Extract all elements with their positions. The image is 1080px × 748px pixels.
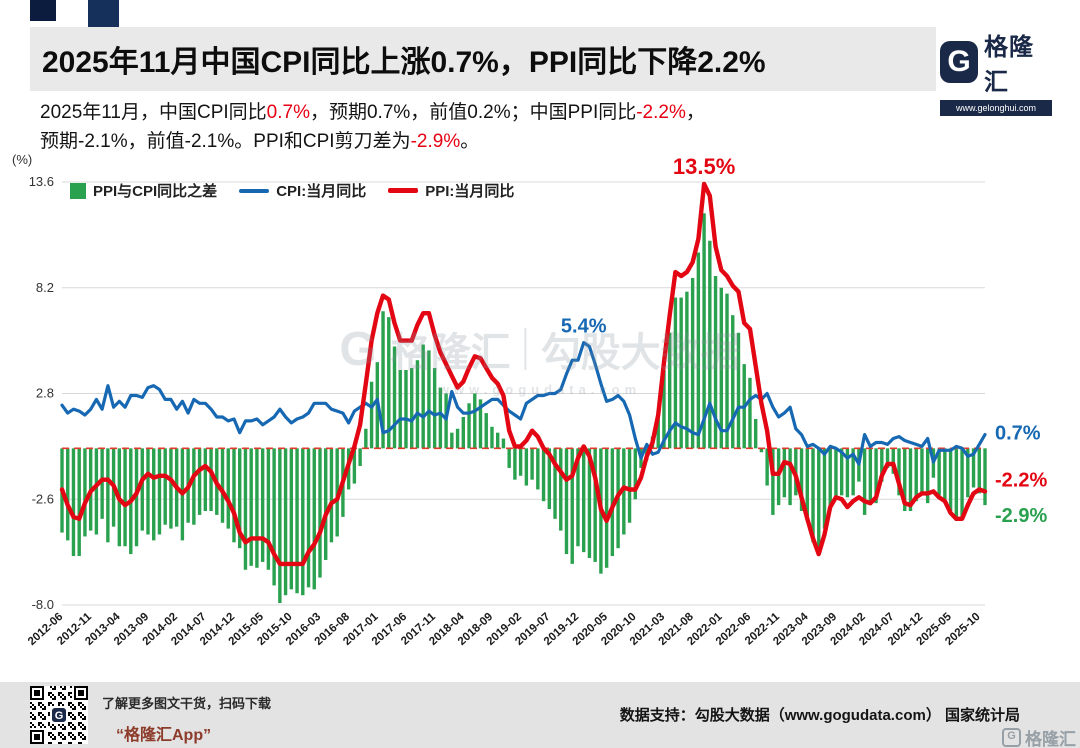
subtitle: 2025年11月，中国CPI同比0.7%，预期0.7%，前值0.2%；中国PPI…: [40, 98, 1020, 157]
qr-code-icon: G: [30, 686, 88, 744]
brand-url: www.gelonghui.com: [940, 100, 1052, 116]
subtitle-text: 。: [460, 131, 480, 153]
qr-code: G: [30, 686, 88, 744]
cpi-line: [60, 341, 987, 466]
title-bar: 2025年11月中国CPI同比上涨0.7%，PPI同比下降2.2%: [30, 27, 936, 91]
legend-swatch: [70, 182, 86, 199]
svg-text:G: G: [55, 710, 64, 722]
brand-logo: G 格隆汇 www.gelonghui.com: [940, 27, 1052, 116]
svg-text:-2.6: -2.6: [32, 491, 54, 506]
subtitle-highlight: -2.2%: [636, 102, 686, 123]
svg-text:(%): (%): [12, 152, 32, 167]
svg-text:-2.9%: -2.9%: [995, 505, 1047, 527]
svg-text:13.6: 13.6: [29, 174, 54, 189]
subtitle-text: ，: [685, 102, 705, 123]
legend-item: PPI与CPI同比之差: [70, 180, 217, 201]
page-title: 2025年11月中国CPI同比上涨0.7%，PPI同比下降2.2%: [42, 46, 766, 79]
x-axis-labels: 2012-062012-112013-042013-092014-022014-…: [26, 610, 983, 648]
brand-name: 格隆汇: [984, 34, 1035, 96]
y-axis-labels: 13.6 8.2 2.8 -2.6 -8.0 (%): [12, 152, 54, 612]
ppi-line: [59, 181, 988, 567]
legend-item: PPI:当月同比: [388, 180, 514, 201]
svg-text:-2.2%: -2.2%: [995, 469, 1047, 491]
footer: G 了解更多图文干货，扫码下载 “格隆汇App” 数据支持：勾股大数据（www.…: [0, 682, 1080, 748]
legend-label: PPI与CPI同比之差: [93, 183, 218, 200]
chart-area: 13.6 8.2 2.8 -2.6 -8.0 (%) 2012-06 2012-11 2013-…: [0, 150, 1080, 684]
legend-item: CPI:当月同比: [239, 180, 366, 201]
legend-swatch: [239, 188, 270, 193]
subtitle-highlight: -2.9%: [410, 131, 461, 153]
subtitle-text: 预期-2.1%，前值-2.1%。PPI和CPI剪刀差为: [40, 131, 411, 153]
legend-label: PPI:当月同比: [425, 183, 515, 200]
legend-swatch: [388, 188, 419, 193]
grid: [62, 181, 985, 606]
corner-decor-block-2: [88, 0, 119, 27]
svg-text:8.2: 8.2: [36, 280, 54, 295]
footer-brand-name: 格隆汇: [1025, 730, 1076, 748]
chart-legend: PPI与CPI同比之差 CPI:当月同比 PPI:当月同比: [70, 180, 514, 201]
svg-text:2.8: 2.8: [36, 386, 54, 401]
footer-brand: G 格隆汇: [1002, 725, 1076, 748]
subtitle-text: 2025年11月，中国CPI同比: [40, 102, 267, 123]
svg-text:13.5%: 13.5%: [673, 154, 735, 179]
footer-logo-icon: G: [1002, 728, 1021, 747]
app-label: “格隆汇App”: [116, 727, 212, 744]
gelonghui-logo-icon: G: [940, 41, 979, 83]
chart-canvas: 13.6 8.2 2.8 -2.6 -8.0 (%) 2012-062012-112013-…: [12, 152, 1048, 648]
footer-captions: 了解更多图文干货，扫码下载 “格隆汇App”: [102, 693, 271, 745]
svg-text:-8.0: -8.0: [32, 597, 54, 612]
legend-label: CPI:当月同比: [276, 183, 367, 200]
data-support: 数据支持：勾股大数据（www.gogudata.com） 国家统计局: [619, 707, 1020, 724]
subtitle-highlight: 0.7%: [266, 102, 310, 123]
svg-text:5.4%: 5.4%: [561, 316, 607, 338]
annotations: 13.5% 5.4% 0.7% -2.2% -2.9%: [561, 154, 1048, 527]
svg-text:0.7%: 0.7%: [995, 423, 1041, 445]
corner-decor-block-1: [30, 0, 56, 21]
subtitle-text: ，预期0.7%，前值0.2%；中国PPI同比: [309, 102, 637, 123]
qr-caption: 了解更多图文干货，扫码下载: [102, 696, 272, 711]
